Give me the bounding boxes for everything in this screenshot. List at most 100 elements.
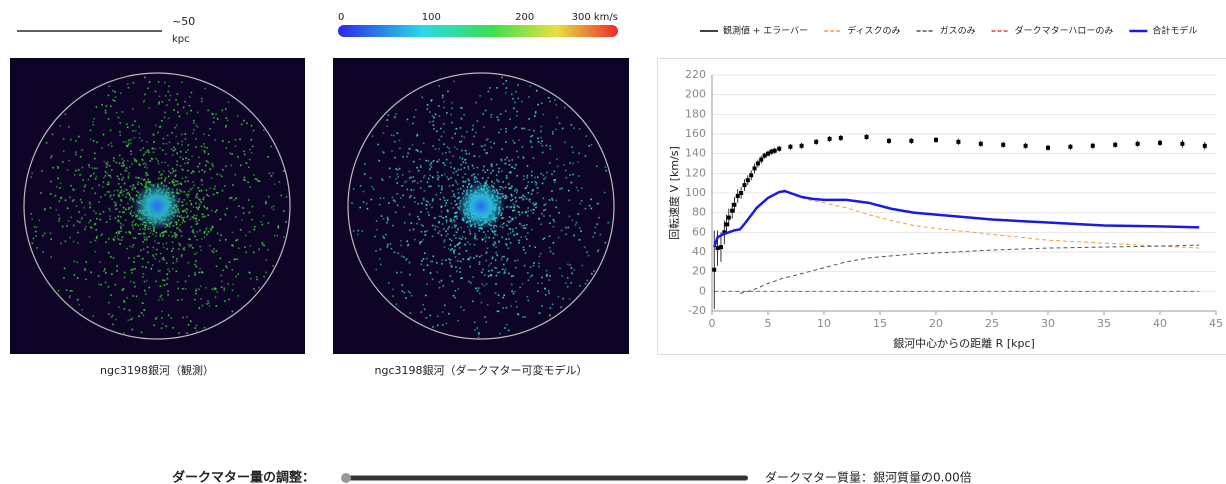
slider-thumb[interactable] [341,473,351,483]
star-dot [168,118,170,120]
star-dot [498,119,500,121]
star-dot [512,231,514,233]
star-dot [366,203,368,205]
star-dot [89,207,91,209]
star-dot [177,281,179,283]
star-dot [446,112,448,114]
star-dot [484,274,486,276]
star-dot [474,322,476,324]
star-dot [176,271,178,273]
star-dot [127,160,129,162]
star-dot [501,259,503,261]
star-dot [535,204,537,206]
star-dot [56,209,58,211]
star-dot [232,290,234,292]
star-dot [143,314,145,316]
star-dot [108,191,110,193]
star-dot [502,181,504,183]
star-dot [232,245,234,247]
star-dot [534,181,536,183]
star-dot [163,257,165,259]
star-dot [436,262,438,264]
star-dot [211,288,213,290]
star-dot [219,174,221,176]
star-dot [122,211,124,213]
star-dot [173,109,175,111]
star-dot [44,233,46,235]
star-dot [192,181,194,183]
star-dot [481,283,483,285]
star-dot [585,208,587,210]
star-dot [117,219,119,221]
slider-track[interactable] [344,476,748,481]
star-dot [50,256,52,258]
star-dot [441,186,443,188]
star-dot [91,175,93,177]
star-dot [502,193,504,195]
star-dot [518,240,520,242]
star-dot [216,250,218,252]
star-dot [117,231,119,233]
star-dot [596,166,598,168]
star-dot [519,197,521,199]
star-dot [543,215,545,217]
star-dot [178,219,180,221]
star-dot [248,166,250,168]
star-dot [498,294,500,296]
star-dot [559,188,561,190]
star-dot [240,229,242,231]
star-dot [447,233,449,235]
star-dot [447,210,449,212]
star-dot [135,130,137,132]
star-dot [138,233,140,235]
star-dot [126,193,128,195]
star-dot [537,187,539,189]
star-dot [405,259,407,261]
star-dot [243,212,245,214]
star-dot [78,136,80,138]
star-dot [164,280,166,282]
star-dot [204,327,206,329]
star-dot [525,236,527,238]
star-dot [417,150,419,152]
star-dot [213,117,215,119]
data-point [725,222,729,226]
star-dot [481,302,483,304]
star-dot [466,250,468,252]
star-dot [198,156,200,158]
star-dot [543,198,545,200]
star-dot [522,195,524,197]
star-dot [229,261,231,263]
star-dot [527,210,529,212]
star-dot [196,195,198,197]
star-dot [420,165,422,167]
data-point [749,173,753,177]
star-dot [206,160,208,162]
star-dot [546,270,548,272]
star-dot [566,177,568,179]
star-dot [473,156,475,158]
star-dot [120,204,122,206]
star-dot [203,197,205,199]
star-dot [473,136,475,138]
star-dot [79,222,81,224]
star-dot [503,264,505,266]
star-dot [110,105,112,107]
star-dot [474,329,476,331]
star-dot [130,281,132,283]
star-dot [163,143,165,145]
star-dot [162,299,164,301]
star-dot [597,251,599,253]
star-dot [537,104,539,106]
star-dot [136,190,138,192]
star-dot [124,308,126,310]
star-dot [274,235,276,237]
star-dot [409,262,411,264]
star-dot [178,332,180,334]
star-dot [511,284,513,286]
star-dot [549,314,551,316]
star-dot [168,171,170,173]
star-dot [104,194,106,196]
star-dot [531,171,533,173]
star-dot [162,101,164,103]
